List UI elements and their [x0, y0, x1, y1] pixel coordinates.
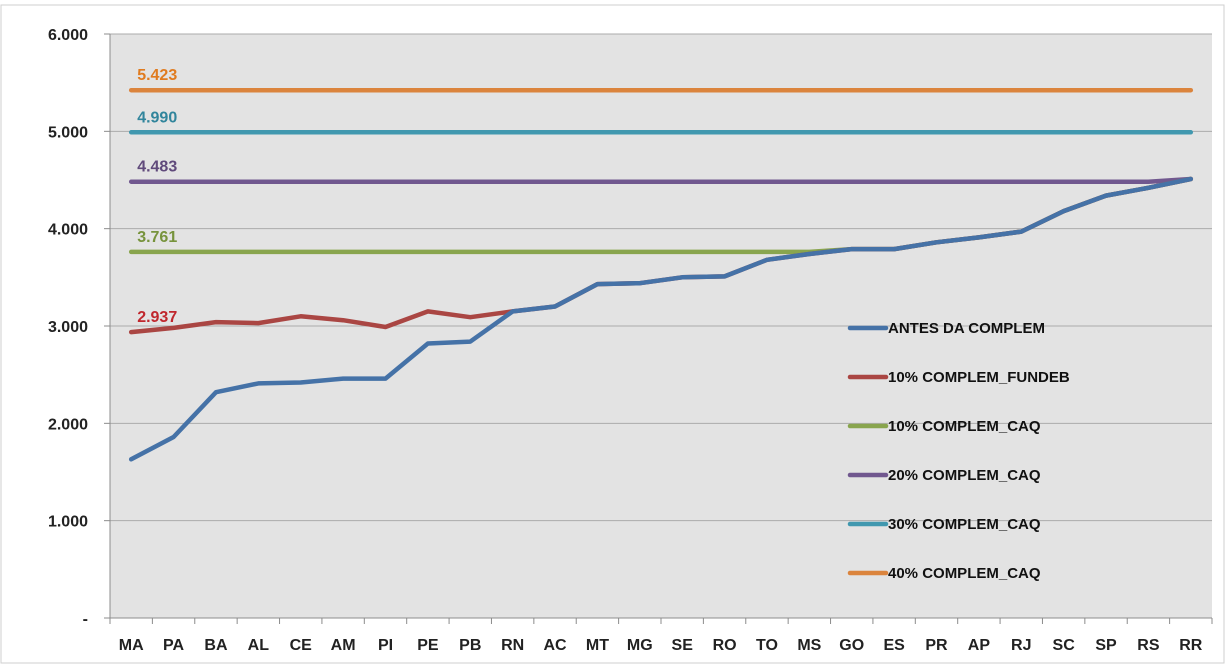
series-lines: [128, 87, 1194, 462]
legend-label: 10% COMPLEM_FUNDEB: [888, 369, 1070, 386]
y-tick-label: 5.000: [48, 124, 88, 141]
x-tick-label: ES: [883, 637, 905, 654]
data-label: 4.483: [137, 159, 177, 176]
x-tick-label: RS: [1137, 637, 1160, 654]
x-tick-label: AC: [543, 637, 567, 654]
x-tick-label: PE: [417, 637, 439, 654]
x-tick-label: GO: [839, 637, 864, 654]
x-tick-label: PR: [925, 637, 948, 654]
x-tick-label: CE: [290, 637, 313, 654]
legend-label: 40% COMPLEM_CAQ: [888, 565, 1041, 582]
x-tick-label: TO: [756, 637, 778, 654]
x-tick-label: PA: [163, 637, 184, 654]
y-tick-label: 1.000: [48, 514, 88, 531]
x-tick-label: MA: [119, 637, 144, 654]
x-tick-label: RR: [1179, 637, 1203, 654]
data-labels: 5.423 4.990 4.483 3.761 2.937: [137, 67, 177, 326]
x-tick-label: MT: [586, 637, 609, 654]
x-tick-label: MS: [797, 637, 821, 654]
y-axis-tick-labels: - 1.000 2.000 3.000 4.000 5.000 6.000: [48, 27, 88, 628]
x-tick-label: SP: [1095, 637, 1117, 654]
y-tick-label: 3.000: [48, 319, 88, 336]
series-line: [128, 176, 1194, 462]
data-label: 2.937: [137, 309, 177, 326]
data-label: 5.423: [137, 67, 177, 84]
y-tick-label: 4.000: [48, 222, 88, 239]
legend-label: 20% COMPLEM_CAQ: [888, 467, 1041, 484]
legend-label: 30% COMPLEM_CAQ: [888, 516, 1041, 533]
x-axis-tick-labels: MA PA BA AL CE AM PI PE PB RN AC MT MG SE RO TO MS GO ES PR…: [119, 637, 1203, 654]
y-tick-label: -: [83, 611, 88, 628]
data-label: 4.990: [137, 109, 177, 126]
y-tick-label: 6.000: [48, 27, 88, 44]
y-tick-label: 2.000: [48, 416, 88, 433]
x-tick-label: SE: [672, 637, 694, 654]
legend-label: ANTES DA COMPLEM: [888, 320, 1045, 337]
x-tick-label: PI: [378, 637, 393, 654]
x-tick-label: BA: [204, 637, 228, 654]
x-tick-label: AM: [331, 637, 356, 654]
legend: ANTES DA COMPLEM 10% COMPLEM_FUNDEB 10% CO…: [847, 320, 1070, 582]
x-tick-label: RO: [713, 637, 737, 654]
data-label: 3.761: [137, 229, 177, 246]
x-tick-label: MG: [627, 637, 653, 654]
x-tick-label: PB: [459, 637, 481, 654]
axes: [104, 33, 1213, 624]
x-tick-label: RN: [501, 637, 524, 654]
series-line: [128, 176, 1194, 184]
x-tick-label: AL: [248, 637, 270, 654]
x-tick-label: RJ: [1011, 637, 1031, 654]
x-tick-label: SC: [1053, 637, 1076, 654]
x-tick-label: AP: [968, 637, 991, 654]
legend-label: 10% COMPLEM_CAQ: [888, 418, 1041, 435]
